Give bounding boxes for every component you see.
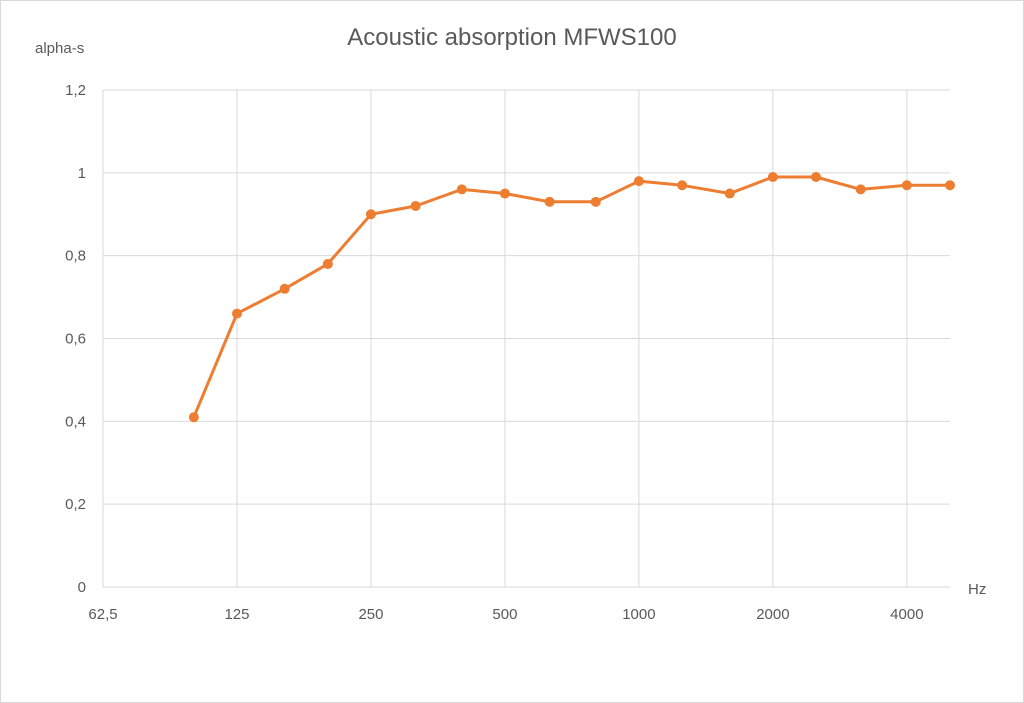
- data-point: [188, 412, 199, 423]
- data-point: [945, 180, 955, 191]
- gridlines: [102, 89, 950, 588]
- data-point: [901, 180, 912, 191]
- data-point: [855, 184, 866, 195]
- data-point: [499, 188, 510, 199]
- chart-title: Acoustic absorption MFWS100: [347, 24, 676, 51]
- y-tick-label: 0: [78, 579, 86, 596]
- data-point: [456, 184, 467, 195]
- data-point: [410, 200, 421, 211]
- x-tick-label: 4000: [890, 606, 923, 623]
- tick-labels: 0 0,2 0,4 0,6 0,8 1 1,2 62,5 125 250 500 1000 2000 40…: [65, 82, 923, 623]
- data-point: [633, 176, 644, 187]
- y-tick-label: 1: [78, 165, 86, 182]
- x-tick-label: 1000: [622, 606, 655, 623]
- y-tick-label: 0,2: [65, 496, 86, 513]
- x-tick-label: 125: [224, 606, 249, 623]
- x-tick-label: 250: [358, 606, 383, 623]
- data-point: [767, 171, 778, 182]
- y-axis-label: alpha-s: [35, 40, 84, 57]
- x-tick-label: 500: [492, 606, 517, 623]
- y-tick-label: 0,6: [65, 331, 86, 348]
- x-tick-label: 2000: [756, 606, 789, 623]
- x-axis-label: Hz: [968, 581, 986, 598]
- data-point: [365, 209, 376, 220]
- data-point: [322, 258, 333, 269]
- data-point: [724, 188, 735, 199]
- data-point: [677, 180, 688, 191]
- data-point: [811, 171, 822, 182]
- series-line: [192, 175, 950, 418]
- data-point: [544, 196, 555, 207]
- series-layer: [188, 171, 955, 423]
- data-point: [231, 308, 242, 319]
- data-point: [590, 196, 601, 207]
- x-tick-label: 62,5: [88, 606, 117, 623]
- data-point: [279, 283, 290, 294]
- y-tick-label: 1,2: [65, 82, 86, 99]
- y-tick-label: 0,8: [65, 248, 86, 265]
- y-tick-label: 0,4: [65, 413, 86, 430]
